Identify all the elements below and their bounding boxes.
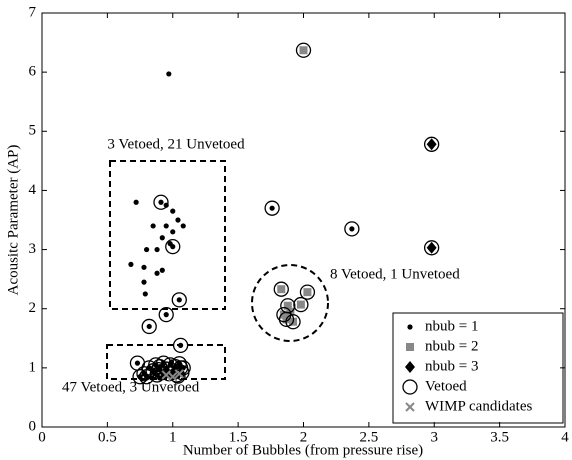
annotation: 47 Vetoed, 3 Unvetoed: [62, 379, 200, 395]
data-point: [146, 323, 152, 330]
y-tick-label: 3: [29, 241, 37, 257]
data-point: [133, 199, 139, 205]
legend-label: nbub = 1: [425, 318, 478, 334]
data-point: [174, 369, 184, 379]
x-axis-label: Number of Bubbles (from pressure rise): [183, 442, 423, 458]
y-tick-label: 5: [29, 123, 37, 139]
data-point: [180, 223, 186, 229]
data-point: [138, 369, 155, 385]
data-point: [154, 270, 160, 276]
legend-marker: [402, 379, 418, 395]
legend-marker: [406, 343, 414, 351]
data-point: [279, 310, 288, 319]
data-point: [175, 217, 181, 223]
data-point: [159, 235, 165, 241]
data-point: [161, 370, 171, 380]
data-point: [283, 301, 292, 310]
x-tick-label: 2: [300, 429, 308, 445]
x-tick-label: 4: [561, 429, 569, 445]
data-point: [170, 229, 176, 235]
data-point: [177, 342, 184, 348]
data-point: [141, 279, 147, 285]
data-point: [344, 221, 360, 237]
legend-marker: [407, 324, 413, 330]
y-tick-label: 6: [29, 64, 37, 80]
legend-label: WIMP candidates: [425, 398, 532, 414]
data-point: [134, 360, 141, 366]
data-point: [299, 284, 316, 300]
annotation-box: [109, 160, 226, 310]
data-point: [264, 200, 280, 216]
data-point: [171, 292, 187, 308]
data-point: [136, 366, 152, 382]
data-point: [423, 240, 440, 256]
x-tick-label: 0.5: [98, 429, 117, 445]
data-point: [176, 297, 182, 303]
y-axis-label: Acousitc Parameter (AP): [5, 145, 21, 296]
data-point: [293, 296, 309, 313]
data-point: [163, 223, 169, 229]
data-point: [158, 199, 164, 205]
data-point: [295, 42, 312, 58]
data-point: [168, 372, 178, 382]
data-point: [172, 337, 189, 354]
data-point: [150, 223, 156, 229]
annotation: 8 Vetoed, 1 Unvetoed: [330, 266, 460, 282]
data-point: [163, 312, 169, 318]
legend-label: nbub = 2: [425, 338, 478, 354]
data-point: [150, 361, 167, 378]
data-point: [142, 291, 148, 297]
y-tick-label: 7: [29, 4, 37, 20]
x-tick-label: 1: [169, 429, 177, 445]
data-point: [426, 241, 437, 254]
data-point: [132, 369, 148, 385]
annotation: 3 Vetoed, 21 Unvetoed: [107, 136, 245, 152]
y-tick-label: 0: [29, 418, 37, 434]
data-point: [426, 138, 437, 151]
x-tick-label: 1.5: [229, 429, 248, 445]
y-tick-label: 2: [29, 300, 37, 316]
x-tick-label: 3.5: [490, 429, 509, 445]
y-tick-label: 4: [29, 182, 37, 198]
data-point: [158, 306, 174, 323]
x-tick-label: 2.5: [360, 429, 379, 445]
data-point: [165, 238, 181, 255]
data-point: [141, 318, 157, 335]
data-point: [154, 246, 160, 253]
data-point: [285, 314, 301, 330]
data-point: [277, 285, 286, 294]
data-point: [303, 288, 312, 297]
data-point: [166, 71, 172, 77]
data-point: [153, 194, 169, 210]
data-point: [170, 208, 176, 214]
legend: [392, 312, 564, 424]
data-point: [273, 281, 289, 297]
legend-marker: [405, 402, 415, 412]
data-point: [144, 246, 150, 253]
legend-label: Vetoed: [425, 378, 467, 394]
legend-marker: [405, 361, 415, 373]
legend-label: nbub = 3: [425, 358, 478, 374]
data-point: [141, 264, 147, 270]
annotation-circle: [251, 264, 329, 342]
data-point: [423, 136, 440, 152]
data-point: [349, 226, 355, 232]
data-point: [296, 300, 305, 309]
data-point: [170, 244, 176, 250]
data-point: [128, 261, 134, 267]
data-point: [269, 205, 275, 211]
x-tick-label: 3: [431, 429, 439, 445]
data-point: [278, 311, 295, 328]
x-tick-label: 0: [38, 429, 46, 445]
data-point: [159, 267, 165, 273]
data-point: [299, 46, 308, 55]
y-tick-label: 1: [29, 359, 37, 375]
